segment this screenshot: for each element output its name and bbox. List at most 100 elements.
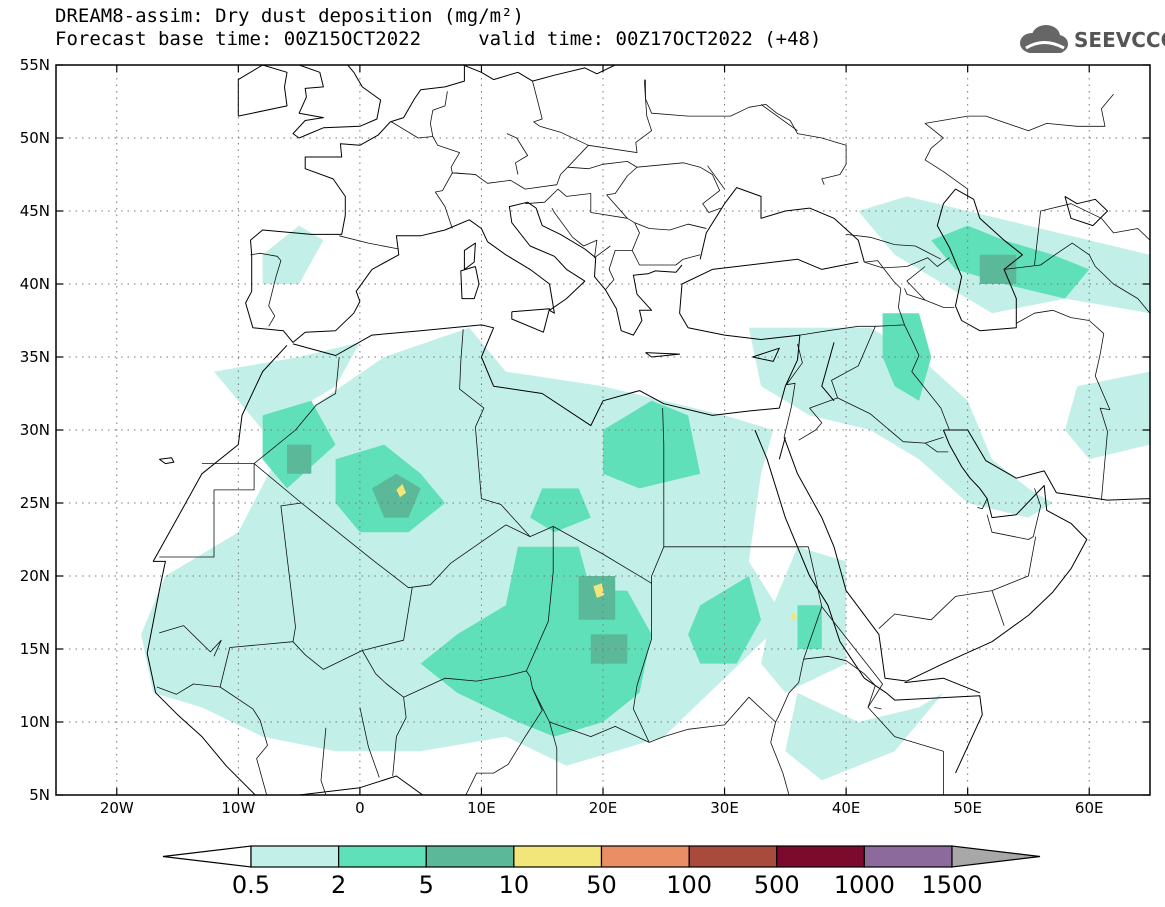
coastline bbox=[754, 429, 983, 774]
coastline bbox=[298, 65, 382, 139]
dust-region-level-0 bbox=[785, 692, 944, 781]
colorbar-label: 500 bbox=[754, 871, 800, 899]
dust-region-level-1 bbox=[603, 400, 701, 489]
country-border bbox=[864, 260, 902, 289]
lon-tick-label: 60E bbox=[1075, 799, 1104, 817]
coastline bbox=[511, 308, 550, 333]
country-border bbox=[526, 526, 554, 672]
coastline bbox=[463, 65, 616, 82]
lon-tick-label: 10W bbox=[221, 799, 255, 817]
country-borders bbox=[156, 79, 1150, 795]
colorbar-swatch bbox=[863, 845, 953, 868]
colorbar-under-arrow bbox=[162, 845, 252, 868]
country-border bbox=[159, 463, 255, 558]
dust-region-level-3 bbox=[791, 614, 797, 620]
coastline bbox=[936, 188, 1023, 332]
country-border bbox=[459, 329, 485, 428]
colorbar-label: 50 bbox=[586, 871, 617, 899]
lon-tick-label: 0 bbox=[355, 799, 365, 817]
country-border bbox=[904, 324, 950, 431]
country-border bbox=[549, 721, 558, 795]
country-border bbox=[631, 222, 701, 266]
country-border bbox=[924, 442, 949, 453]
lon-tick-label: 40E bbox=[832, 799, 861, 817]
country-border bbox=[429, 91, 476, 175]
coastline bbox=[645, 352, 681, 358]
map-subtitle: Forecast base time: 00Z15OCT2022 valid t… bbox=[55, 28, 822, 50]
country-border bbox=[1034, 203, 1150, 266]
colorbar-swatch bbox=[688, 845, 778, 868]
coastline bbox=[250, 65, 465, 241]
coastline bbox=[146, 653, 424, 795]
coastline bbox=[245, 201, 683, 343]
dust-region-level-2 bbox=[287, 444, 312, 474]
axis-ticks: 20W 10W 0 10E 20E 30E 40E 50E 60E 55N 50N 45N 40N 35N… bbox=[20, 56, 1150, 817]
country-border bbox=[156, 641, 294, 695]
country-border bbox=[645, 79, 847, 175]
coastlines bbox=[146, 65, 1150, 795]
country-border bbox=[1004, 242, 1150, 314]
colorbar-label: 10 bbox=[499, 871, 530, 899]
coastline bbox=[699, 187, 865, 263]
lon-tick-label: 20E bbox=[589, 799, 618, 817]
lat-tick-label: 10N bbox=[20, 713, 50, 731]
country-border bbox=[292, 587, 413, 670]
coastline bbox=[821, 342, 835, 402]
coastline bbox=[752, 347, 780, 362]
map-title: DREAM8-assim: Dry dust deposition (mg/m²… bbox=[55, 5, 524, 27]
coastline bbox=[292, 258, 859, 427]
colorbar-over-arrow bbox=[951, 845, 1041, 868]
country-border bbox=[904, 266, 926, 301]
lat-tick-label: 30N bbox=[20, 421, 50, 439]
country-border bbox=[320, 727, 327, 795]
country-border bbox=[1016, 309, 1105, 334]
colorbar-swatch bbox=[776, 845, 865, 868]
country-border bbox=[977, 498, 988, 510]
logo-text: SEEVCCC bbox=[1074, 28, 1165, 52]
colorbar-swatch bbox=[338, 845, 427, 868]
country-border bbox=[525, 188, 628, 219]
country-border bbox=[786, 343, 803, 407]
country-border bbox=[636, 162, 722, 213]
country-border bbox=[821, 606, 883, 708]
country-border bbox=[991, 590, 1005, 626]
grid-lines bbox=[56, 65, 1150, 795]
dust-region-level-1 bbox=[882, 313, 932, 401]
cloud-logo-icon bbox=[1020, 25, 1068, 53]
coastline bbox=[778, 437, 786, 460]
dust-region-level-1 bbox=[688, 576, 761, 664]
colorbar-label: 1500 bbox=[921, 871, 982, 899]
country-border bbox=[798, 397, 838, 441]
coastline bbox=[463, 242, 476, 270]
country-border bbox=[532, 688, 650, 743]
dust-region-level-1 bbox=[797, 605, 822, 649]
lat-tick-label: 40N bbox=[20, 275, 50, 293]
dust-region-level-1 bbox=[262, 400, 336, 489]
country-border bbox=[760, 104, 798, 132]
country-border bbox=[551, 207, 611, 259]
country-border bbox=[831, 326, 944, 444]
country-border bbox=[159, 625, 222, 657]
dust-region-level-2 bbox=[578, 576, 616, 620]
country-border bbox=[605, 249, 633, 291]
lat-tick-label: 25N bbox=[20, 494, 50, 512]
colorbar-label: 100 bbox=[666, 871, 712, 899]
coastline bbox=[943, 429, 1150, 501]
country-border bbox=[864, 257, 950, 269]
colorbar-label: 1000 bbox=[834, 871, 895, 899]
dust-deposition-layer bbox=[141, 196, 1150, 781]
country-border bbox=[1094, 333, 1111, 501]
country-border bbox=[688, 223, 707, 229]
lon-tick-label: 10E bbox=[467, 799, 496, 817]
country-border bbox=[633, 583, 790, 795]
country-border bbox=[253, 356, 340, 464]
lat-tick-label: 45N bbox=[20, 202, 50, 220]
dust-region-level-0 bbox=[1064, 371, 1150, 460]
lat-tick-label: 20N bbox=[20, 567, 50, 585]
colorbar: 0.5 2 5 10 50 100 500 1000 1500 bbox=[162, 845, 1041, 899]
dust-region-level-3 bbox=[593, 583, 605, 598]
country-border bbox=[651, 546, 665, 577]
dust-region-level-1 bbox=[530, 488, 591, 533]
country-border bbox=[821, 174, 841, 185]
